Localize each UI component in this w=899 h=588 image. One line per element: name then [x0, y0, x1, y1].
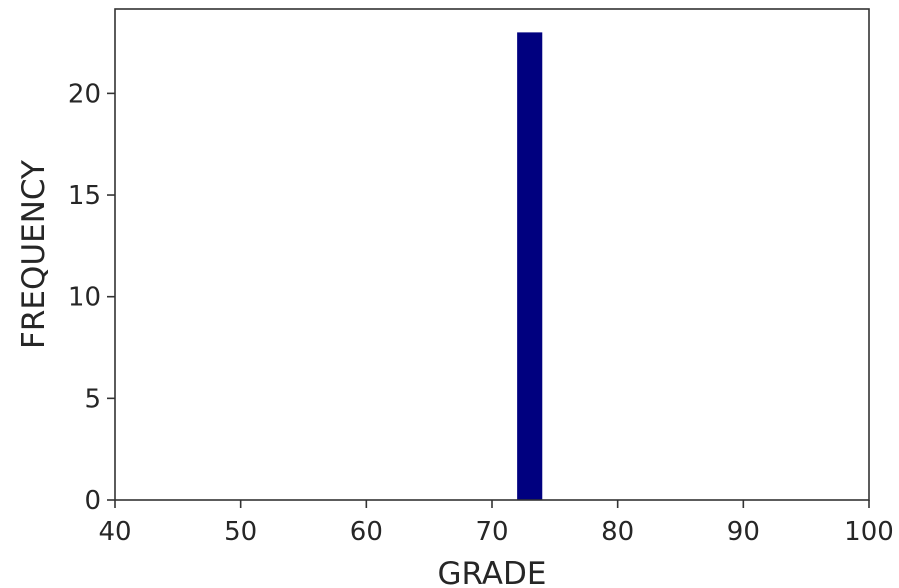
x-tick-label: 100 — [844, 517, 894, 547]
x-tick-label: 90 — [727, 517, 760, 547]
axes-background — [115, 9, 869, 500]
x-axis-ticks: 40 50 60 70 80 90 100 — [98, 500, 894, 547]
y-tick-label: 15 — [68, 181, 101, 211]
bars — [517, 32, 543, 500]
y-tick-label: 0 — [84, 486, 101, 516]
x-tick-label: 80 — [601, 517, 634, 547]
y-tick-label: 20 — [68, 79, 101, 109]
x-tick-label: 50 — [224, 517, 257, 547]
histogram-bar — [517, 32, 543, 500]
x-tick-label: 40 — [98, 517, 131, 547]
y-axis-ticks: 0 5 10 15 20 — [68, 79, 115, 516]
x-axis-label: GRADE — [438, 556, 547, 588]
axes-frame — [114, 8, 870, 501]
y-tick-label: 5 — [84, 384, 101, 414]
y-axis-label: FREQUENCY — [16, 160, 52, 349]
plot-area: 40 50 60 70 80 90 100 0 5 10 15 20 — [68, 8, 894, 547]
y-tick-label: 10 — [68, 283, 101, 313]
x-tick-label: 70 — [475, 517, 508, 547]
x-tick-label: 60 — [350, 517, 383, 547]
